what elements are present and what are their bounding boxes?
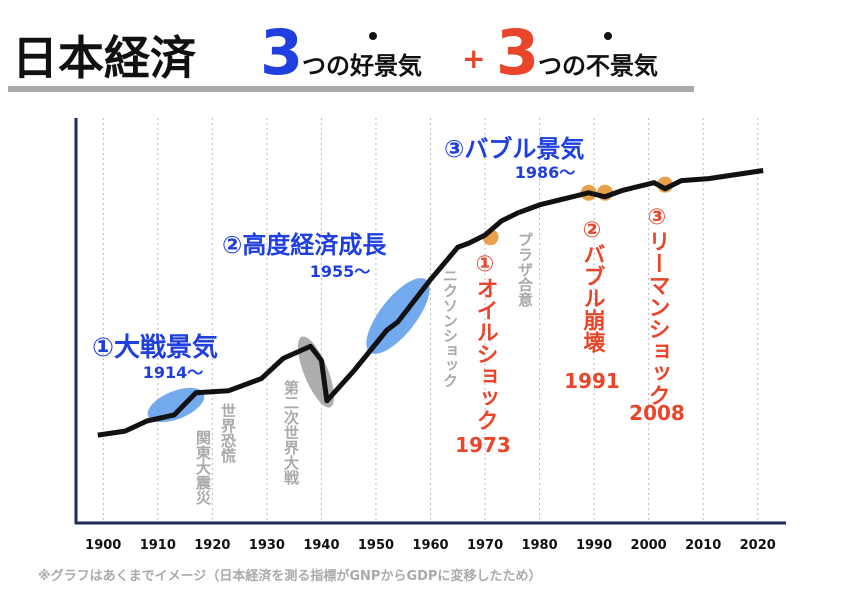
annotation: プラザ合意 [516, 232, 534, 308]
annotation: 関東大震災 [194, 430, 212, 506]
title-good-count: 3 [260, 16, 303, 89]
x-tick-label: 1940 [303, 538, 339, 553]
title-good-text: つの好景気 [302, 52, 422, 80]
annotation: 2008 [629, 401, 685, 425]
title-bad-text: つの不景気 [538, 52, 658, 80]
title-underline [8, 86, 694, 92]
x-tick-label: 1930 [249, 538, 285, 553]
chart-title: 日本経済 3 つの好景気 + 3 つの不景気 [12, 16, 658, 89]
x-tick-label: 1910 [140, 538, 176, 553]
x-tick-label: 2000 [631, 538, 667, 553]
x-tick-label: 1990 [576, 538, 612, 553]
x-tick-label: 1970 [467, 538, 503, 553]
x-tick-label: 1950 [358, 538, 394, 553]
annotation: 1991 [564, 369, 620, 393]
grid [102, 118, 759, 522]
x-tick-label: 2020 [740, 538, 776, 553]
title-bad-count: 3 [496, 16, 539, 89]
x-tick-label: 1920 [194, 538, 230, 553]
annotation: 世界恐慌 [219, 402, 237, 464]
x-tick-label: 1960 [412, 538, 448, 553]
x-tick-label: 1980 [521, 538, 557, 553]
annotation: 1986〜 [515, 163, 576, 182]
annotation: ①大戦景気 [92, 332, 218, 363]
annotation: 1973 [455, 433, 511, 457]
emphasis-dot [604, 32, 612, 40]
annotation: ③バブル景気 [444, 135, 584, 163]
annotation: ②バブル崩壊 [580, 218, 606, 354]
footnote: ※グラフはあくまでイメージ（日本経済を測る指標がGNPからGDPに変移したため） [38, 568, 541, 584]
emphasis-dot [369, 32, 377, 40]
annotation: ②高度経済成長 [222, 231, 387, 259]
annotation: 1955〜 [310, 262, 371, 281]
annotation: ニクソンショック [441, 268, 459, 388]
line [97, 168, 764, 438]
title-main: 日本経済 [12, 31, 197, 85]
annotation: ①オイルショック [473, 252, 498, 431]
x-tick-label: 1900 [85, 538, 121, 553]
annotation: 第二次世界大戦 [282, 379, 300, 486]
annotation: ③リーマンショック [645, 205, 670, 406]
annotation: 1914〜 [143, 363, 204, 382]
x-tick-label: 2010 [685, 538, 721, 553]
title-plus: + [462, 42, 485, 75]
